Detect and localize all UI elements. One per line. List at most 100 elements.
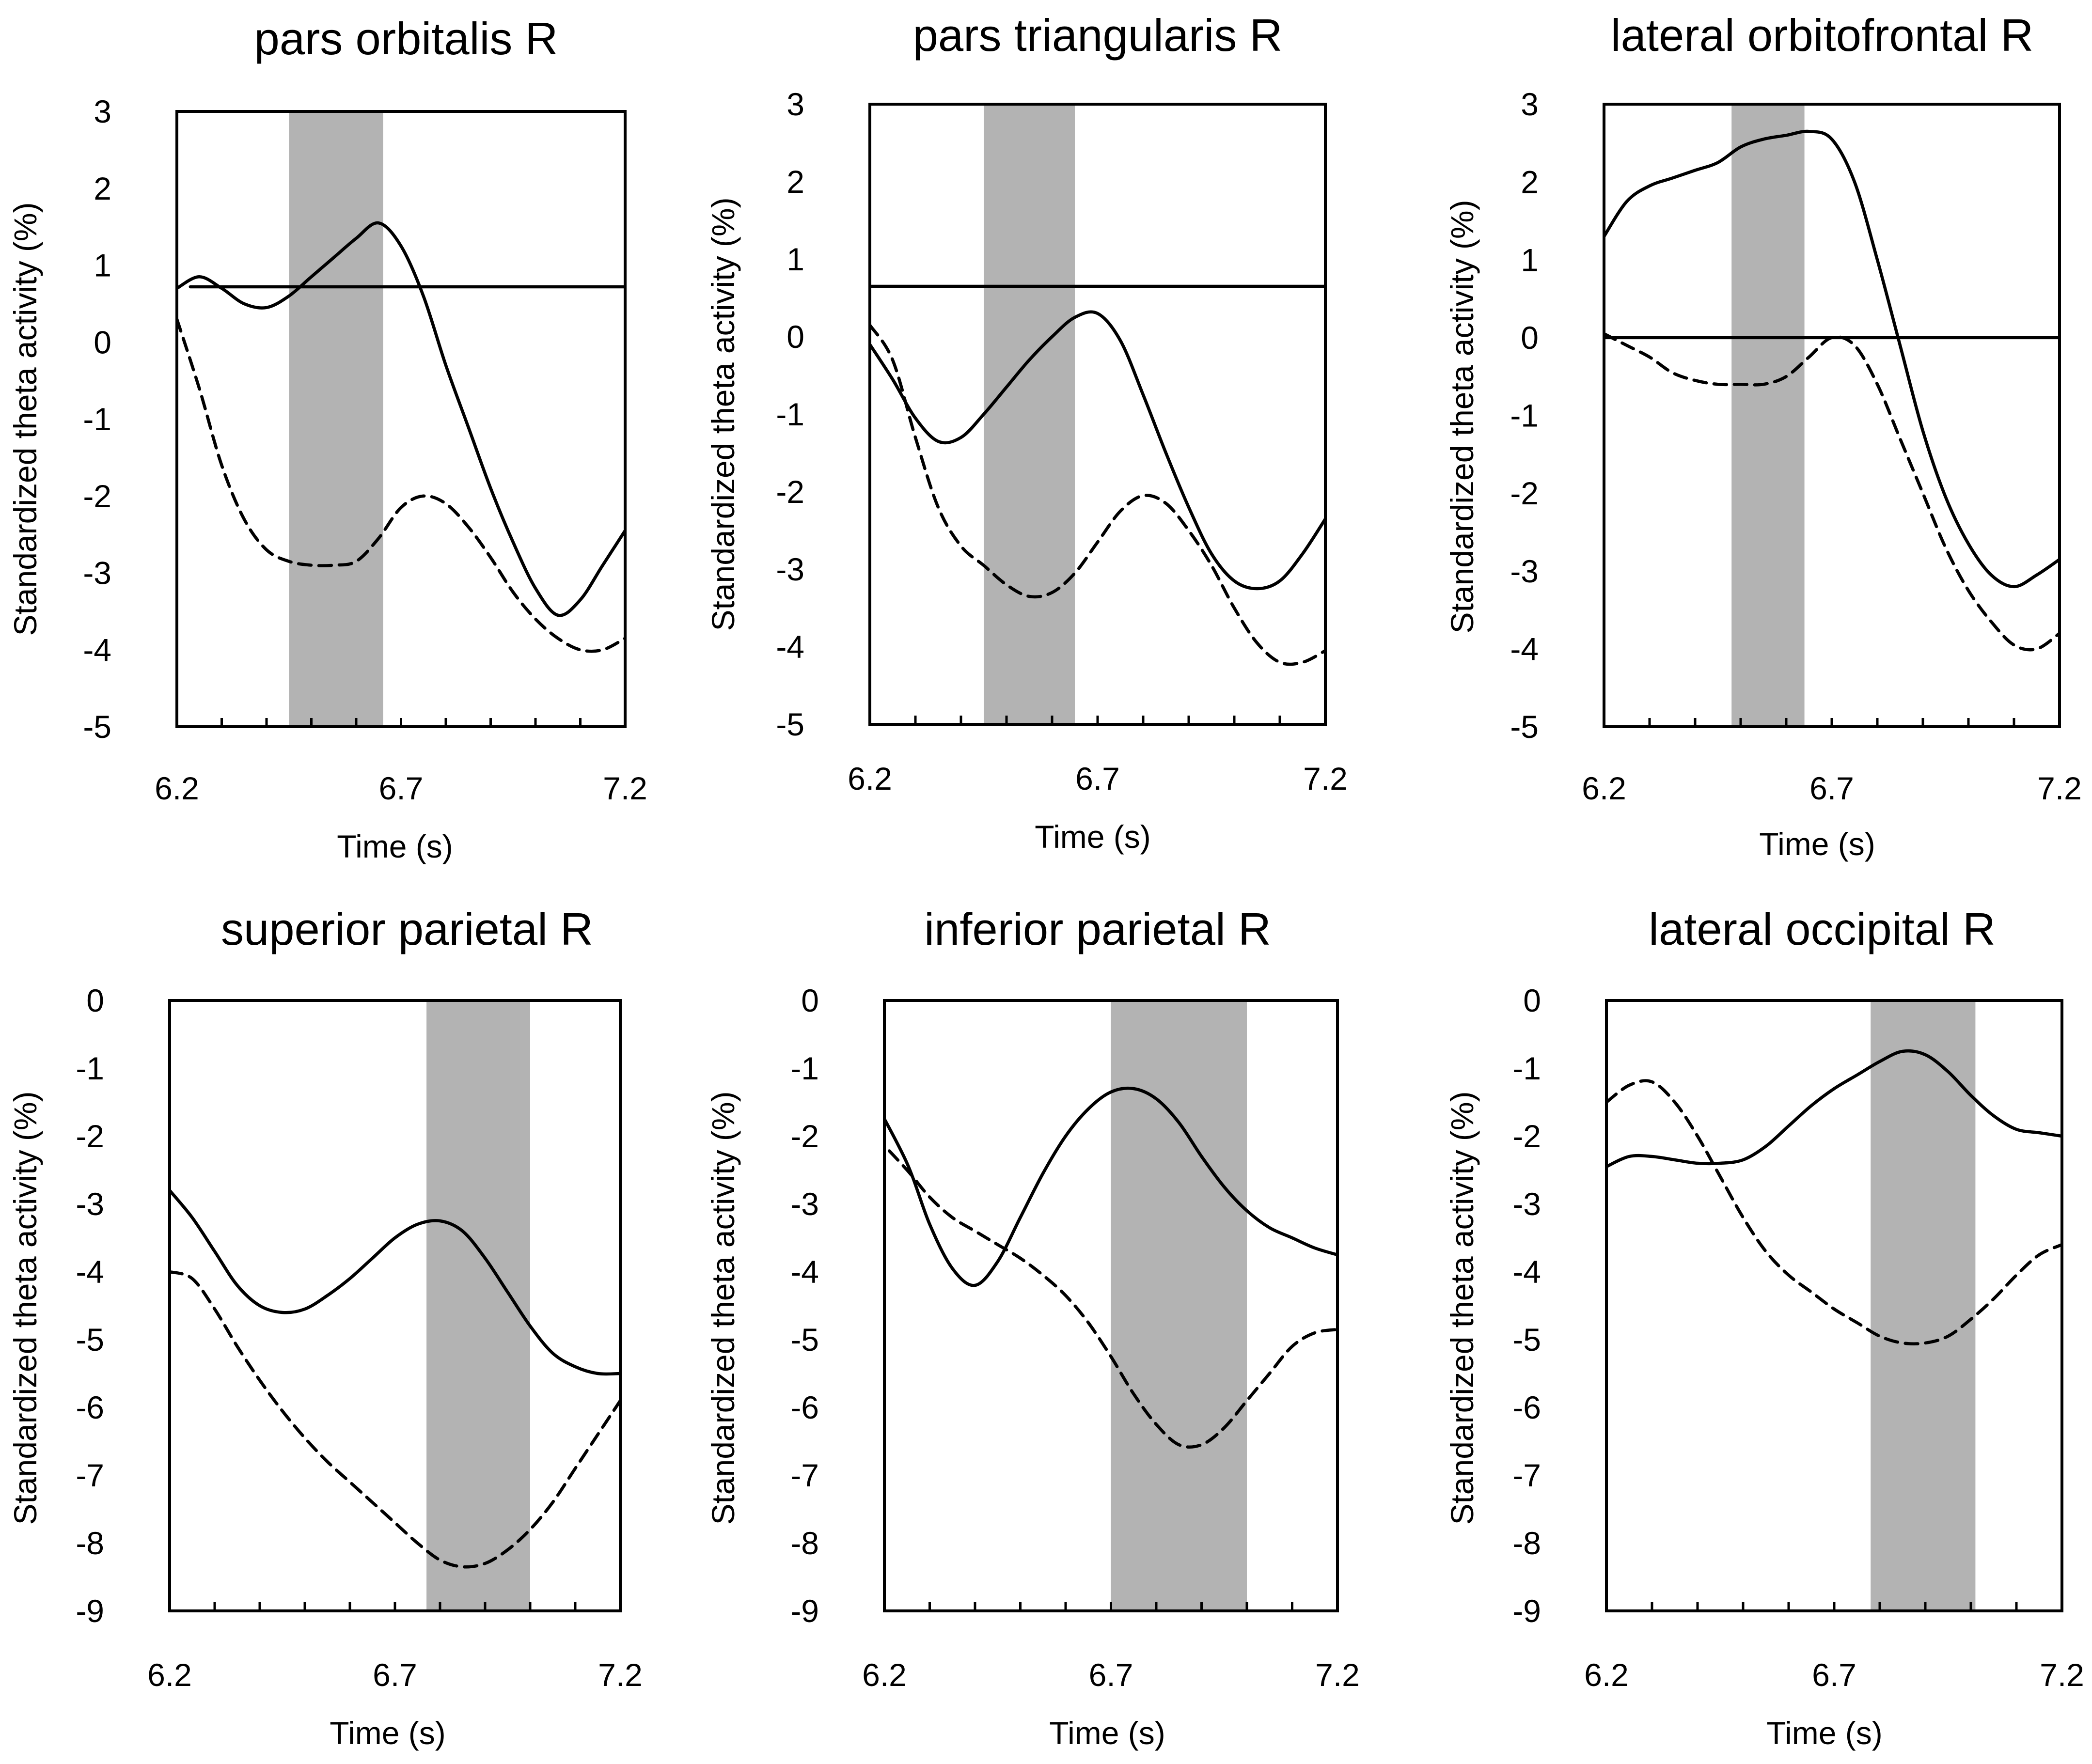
y-tick-label: -6 xyxy=(1512,1389,1541,1425)
x-tick-label: 7.2 xyxy=(2040,1657,2084,1693)
y-tick-label: -1 xyxy=(1510,398,1539,434)
y-tick-label: -1 xyxy=(1512,1050,1541,1086)
x-axis-label: Time (s) xyxy=(1049,1715,1165,1751)
chart-title: lateral occipital R xyxy=(1649,904,1996,954)
y-tick-label: 0 xyxy=(801,983,819,1018)
y-axis-label: Standardized theta activity (%) xyxy=(1444,1091,1480,1525)
y-axis-label: Standardized theta activity (%) xyxy=(7,1091,43,1525)
series-dashed-line xyxy=(170,1270,620,1569)
shaded-window xyxy=(426,1000,530,1611)
series-solid-line xyxy=(170,1188,620,1376)
series-dashed-line xyxy=(1604,332,2060,652)
series-dashed-line xyxy=(1606,1079,2062,1345)
y-tick-label: -5 xyxy=(790,1322,819,1358)
y-tick-label: -3 xyxy=(76,1186,104,1222)
series-dashed-line xyxy=(177,317,625,653)
y-tick-label: -4 xyxy=(776,629,804,665)
y-tick-label: -5 xyxy=(1512,1322,1541,1358)
x-tick-label: 6.7 xyxy=(1812,1657,1856,1693)
chart-panel-4: 6.2 6.7 7.2 0 -1 -2 -3 -4 -5 -6 -7 -8 -9 superior par… xyxy=(7,904,643,1751)
shaded-window xyxy=(289,111,383,727)
series-solid-line xyxy=(1606,1049,2062,1169)
y-tick-label: -9 xyxy=(76,1593,104,1629)
y-tick-label: -4 xyxy=(790,1254,819,1290)
y-tick-label: -2 xyxy=(1510,475,1539,511)
y-axis-label: Standardized theta activity (%) xyxy=(705,1091,741,1525)
y-tick-label: -7 xyxy=(76,1457,104,1493)
y-tick-label: 2 xyxy=(1521,164,1539,200)
y-tick-label: -2 xyxy=(790,1118,819,1154)
shaded-window xyxy=(1111,1000,1247,1611)
y-tick-label: -2 xyxy=(83,478,111,514)
y-tick-label: 3 xyxy=(94,94,111,129)
chart-title: pars triangularis R xyxy=(913,10,1283,61)
x-tick-label: 6.7 xyxy=(1075,761,1120,796)
chart-panel-5: 6.2 6.7 7.2 0 -1 -2 -3 -4 -5 -6 -7 -8 -9 inferior par… xyxy=(705,904,1360,1751)
y-tick-label: -5 xyxy=(83,709,111,745)
y-tick-label: -9 xyxy=(1512,1593,1541,1629)
x-tick-label: 7.2 xyxy=(1315,1657,1360,1693)
series-dashed-line xyxy=(884,1143,1337,1449)
y-tick-label: -1 xyxy=(790,1050,819,1086)
y-tick-label: -5 xyxy=(776,706,804,742)
chart-title: inferior parietal R xyxy=(924,904,1271,954)
y-tick-label: -3 xyxy=(790,1186,819,1222)
y-tick-label: 2 xyxy=(94,171,111,206)
y-tick-label: -8 xyxy=(1512,1525,1541,1561)
y-tick-label: -9 xyxy=(790,1593,819,1629)
x-axis-label: Time (s) xyxy=(1035,819,1151,855)
x-tick-label: 6.2 xyxy=(848,761,892,796)
y-tick-label: -6 xyxy=(790,1389,819,1425)
x-tick-label: 6.7 xyxy=(373,1657,417,1693)
x-axis-label: Time (s) xyxy=(1759,826,1875,862)
chart-title: pars orbitalis R xyxy=(254,13,558,64)
y-tick-label: -7 xyxy=(1512,1457,1541,1493)
y-tick-label: 0 xyxy=(786,319,804,355)
series-solid-line xyxy=(1604,129,2060,589)
x-tick-label: 6.2 xyxy=(1582,770,1626,806)
y-tick-label: 1 xyxy=(1521,242,1539,278)
y-tick-label: -3 xyxy=(1510,553,1539,589)
y-tick-label: 3 xyxy=(1521,86,1539,122)
x-axis-label: Time (s) xyxy=(330,1715,446,1751)
x-tick-label: 7.2 xyxy=(598,1657,643,1693)
chart-title: lateral orbitofrontal R xyxy=(1611,10,2034,61)
x-tick-label: 6.2 xyxy=(147,1657,192,1693)
y-axis-label: Standardized theta activity (%) xyxy=(705,197,741,631)
x-tick-label: 6.2 xyxy=(862,1657,907,1693)
x-axis-label: Time (s) xyxy=(1766,1715,1883,1751)
y-tick-label: 0 xyxy=(94,324,111,360)
x-tick-label: 7.2 xyxy=(1303,761,1348,796)
y-tick-label: -7 xyxy=(790,1457,819,1493)
y-tick-label: 3 xyxy=(786,86,804,122)
y-tick-label: 1 xyxy=(786,241,804,277)
shaded-window xyxy=(1731,104,1805,727)
y-tick-label: -5 xyxy=(1510,709,1539,745)
y-tick-label: -2 xyxy=(76,1118,104,1154)
shaded-window xyxy=(984,104,1075,724)
y-tick-label: -2 xyxy=(1512,1118,1541,1154)
y-tick-label: 0 xyxy=(86,983,104,1018)
chart-panel-3: 6.2 6.7 7.2 3 2 1 0 -1 -2 -3 -4 -5 lateral orbitofro… xyxy=(1444,10,2082,862)
chart-panel-6: 6.2 6.7 7.2 0 -1 -2 -3 -4 -5 -6 -7 -8 -9 lateral occi… xyxy=(1444,904,2084,1751)
x-tick-label: 6.7 xyxy=(1089,1657,1133,1693)
x-tick-label: 6.7 xyxy=(1809,770,1854,806)
y-axis-label: Standardized theta activity (%) xyxy=(7,202,43,636)
series-solid-line xyxy=(870,310,1325,591)
chart-title: superior parietal R xyxy=(221,904,593,954)
series-dashed-line xyxy=(870,323,1325,666)
x-tick-label: 6.7 xyxy=(379,770,424,806)
x-axis-label: Time (s) xyxy=(337,828,453,864)
x-tick-label: 6.2 xyxy=(155,770,199,806)
x-tick-label: 7.2 xyxy=(603,770,647,806)
x-tick-label: 7.2 xyxy=(2037,770,2082,806)
y-tick-label: -8 xyxy=(76,1525,104,1561)
y-tick-label: -8 xyxy=(790,1525,819,1561)
y-tick-label: 2 xyxy=(786,164,804,200)
y-tick-label: -4 xyxy=(1510,631,1539,667)
y-tick-label: -3 xyxy=(83,555,111,591)
shaded-window xyxy=(1871,1000,1976,1611)
y-tick-label: -4 xyxy=(1512,1254,1541,1290)
series-solid-line xyxy=(177,221,625,617)
